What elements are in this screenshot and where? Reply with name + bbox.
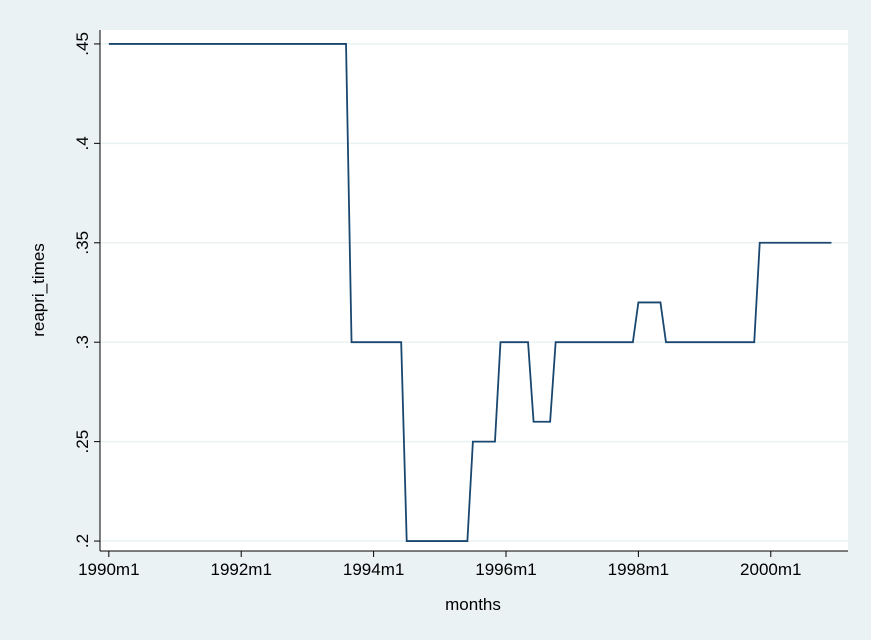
y-tick-label: .35 [73, 231, 92, 255]
x-axis-title: months [445, 595, 501, 614]
y-tick-label: .45 [73, 32, 92, 56]
y-tick-label: .2 [73, 534, 92, 548]
x-tick-label: 1994m1 [343, 560, 404, 579]
y-axis-title: reapri_times [29, 243, 48, 337]
x-tick-label: 1998m1 [608, 560, 669, 579]
x-tick-label: 2000m1 [740, 560, 801, 579]
x-tick-label: 1996m1 [475, 560, 536, 579]
plot-region [100, 30, 848, 551]
x-tick-label: 1992m1 [210, 560, 271, 579]
y-tick-label: .4 [73, 136, 92, 150]
y-tick-label: .3 [73, 335, 92, 349]
x-tick-label: 1990m1 [78, 560, 139, 579]
y-tick-label: .25 [73, 430, 92, 454]
line [108, 43, 832, 542]
